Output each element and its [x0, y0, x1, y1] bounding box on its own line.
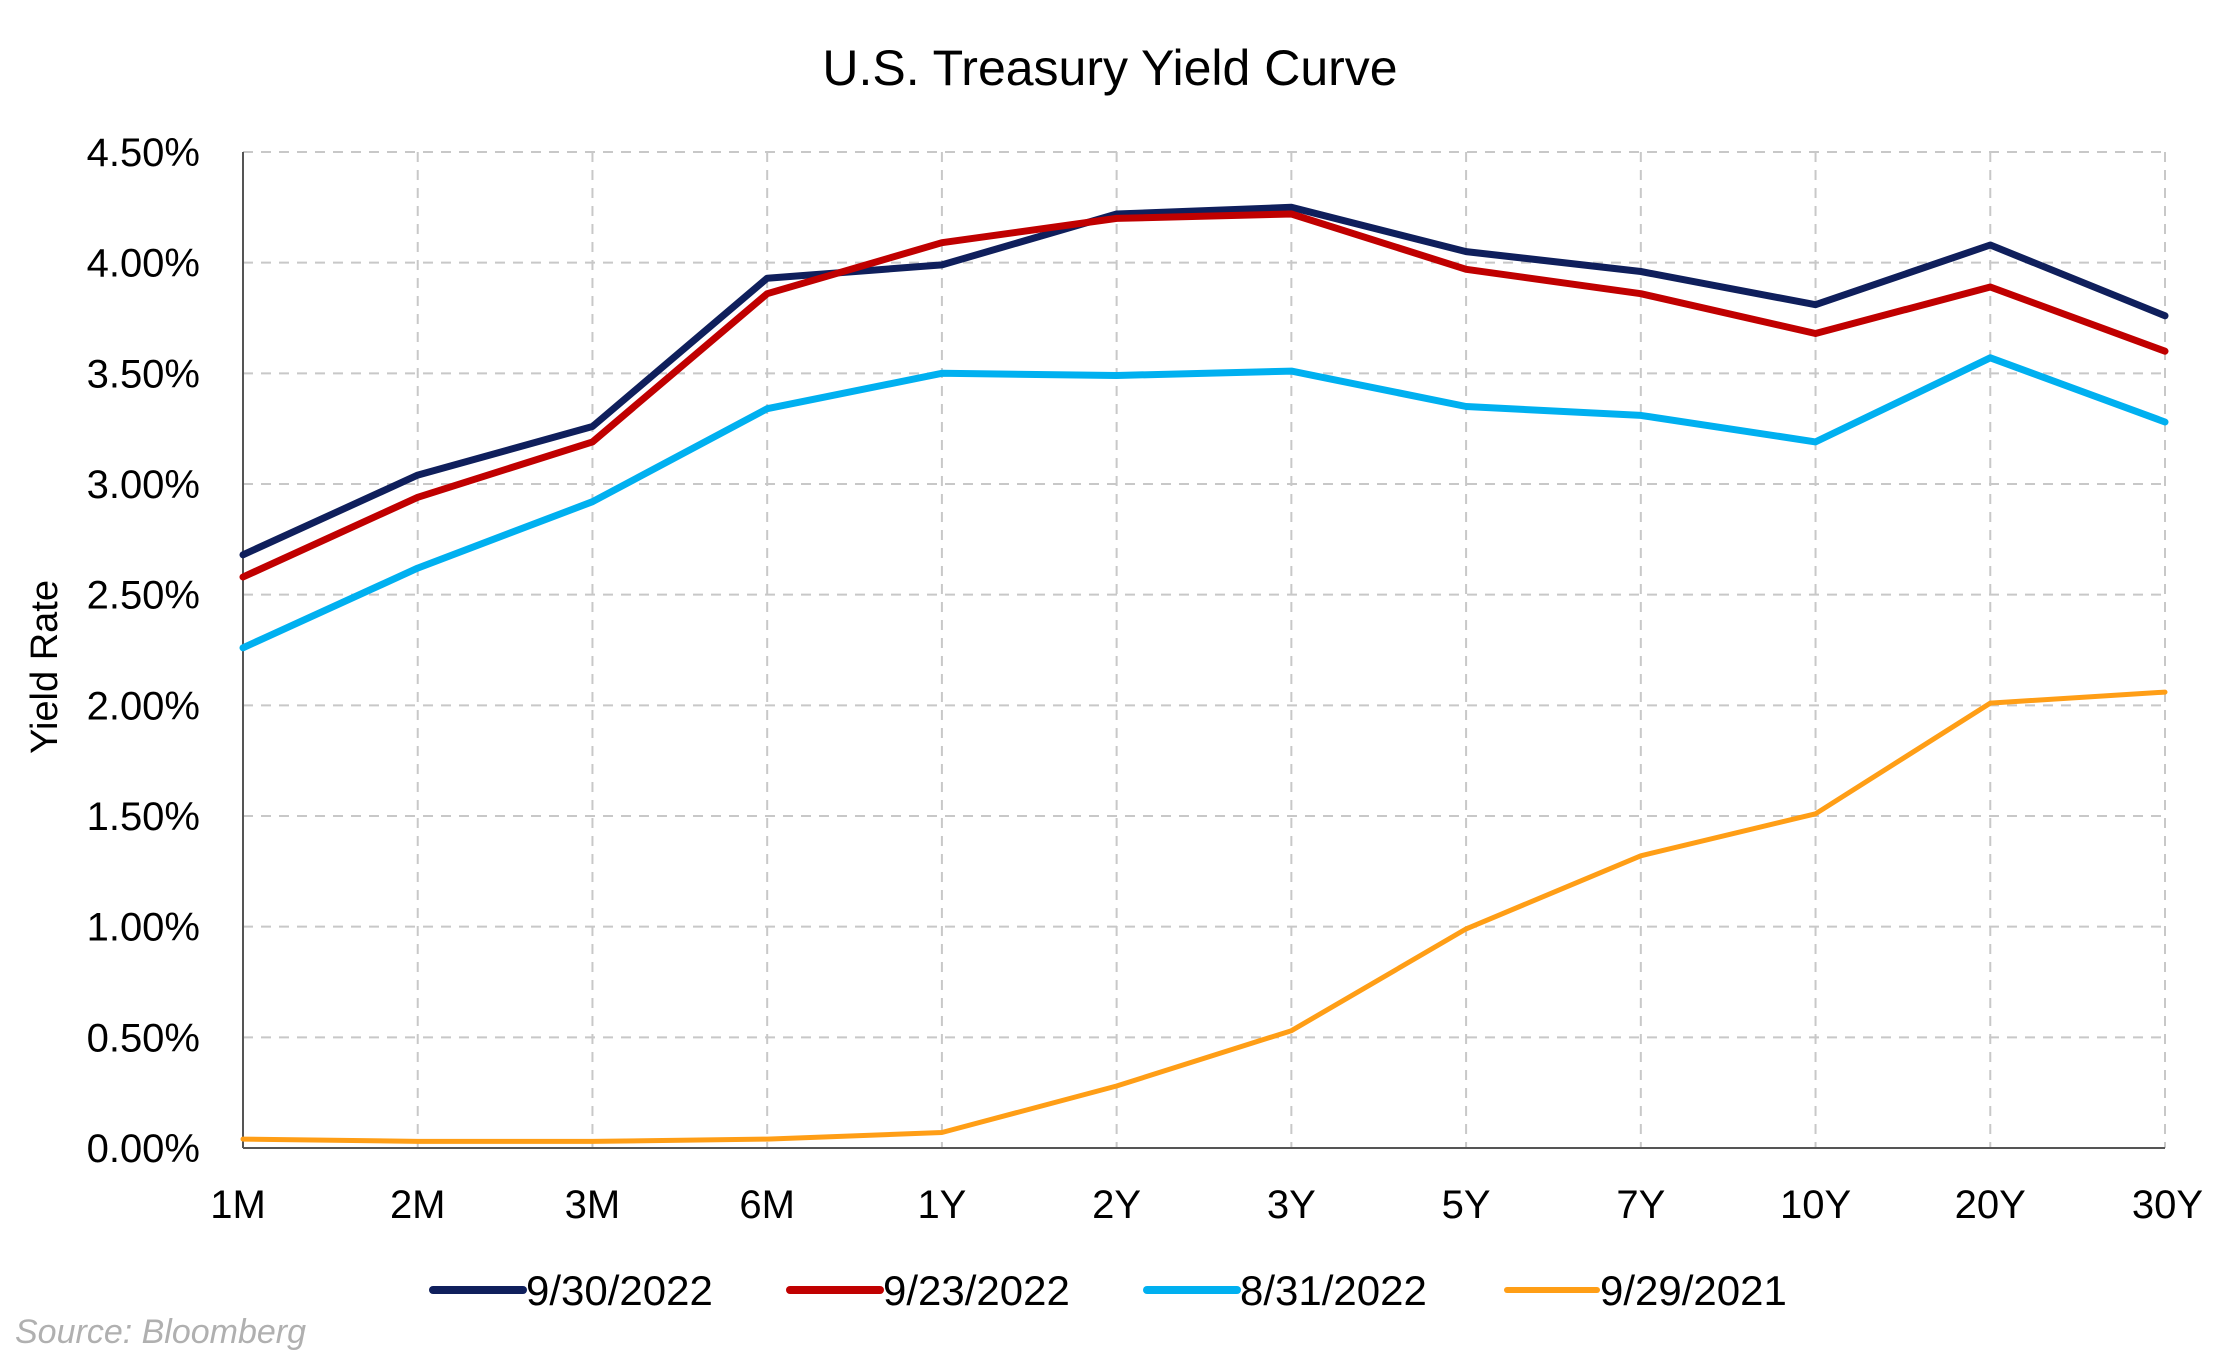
- y-tick-labels: 0.00% 0.50% 1.00% 1.50% 2.00% 2.50% 3.00% 3.50%…: [87, 131, 200, 1171]
- legend: 9/30/2022 9/23/2022 8/31/2022 9/29/2021: [429, 1267, 1787, 1314]
- series-line-1: [239, 203, 2169, 559]
- y-tick-label: 2.50%: [87, 574, 200, 618]
- y-tick-label: 0.00%: [87, 1127, 200, 1171]
- legend-label: 9/29/2021: [1600, 1267, 1787, 1314]
- x-tick-label: 20Y: [1955, 1183, 2026, 1227]
- x-tick-label: 7Y: [1616, 1183, 1665, 1227]
- y-tick-label: 0.50%: [87, 1016, 200, 1060]
- legend-label: 9/30/2022: [526, 1267, 713, 1314]
- x-tick-label: 2M: [390, 1183, 446, 1227]
- x-tick-label: 10Y: [1780, 1183, 1851, 1227]
- series-line-2: [239, 210, 2169, 581]
- series-line-3: [239, 354, 2169, 652]
- x-tick-label: 2Y: [1092, 1183, 1141, 1227]
- y-tick-label: 1.00%: [87, 906, 200, 950]
- x-tick-label: 6M: [739, 1183, 795, 1227]
- x-tick-label: 5Y: [1442, 1183, 1491, 1227]
- chart-title: U.S. Treasury Yield Curve: [822, 40, 1397, 96]
- y-tick-label: 4.50%: [87, 131, 200, 175]
- x-tick-label: 1M: [210, 1183, 266, 1227]
- y-tick-label: 4.00%: [87, 242, 200, 286]
- x-tick-labels: 1M 2M 3M 6M 1Y 2Y 3Y 5Y 7Y 10Y 20Y 30Y: [210, 1183, 2203, 1227]
- source-note: Source: Bloomberg: [15, 1313, 306, 1350]
- y-tick-label: 2.00%: [87, 684, 200, 728]
- x-tick-label: 1Y: [917, 1183, 966, 1227]
- legend-label: 9/23/2022: [883, 1267, 1070, 1314]
- x-tick-label: 30Y: [2132, 1183, 2203, 1227]
- y-tick-label: 3.00%: [87, 463, 200, 507]
- grid-lines: [243, 151, 2166, 1148]
- series-line-4: [240, 689, 2168, 1144]
- x-tick-label: 3Y: [1267, 1183, 1316, 1227]
- series-lines: [239, 203, 2169, 1144]
- y-axis-label: Yield Rate: [24, 580, 66, 754]
- y-tick-label: 1.50%: [87, 795, 200, 839]
- axes: [242, 152, 2165, 1149]
- x-tick-label: 3M: [565, 1183, 621, 1227]
- legend-label: 8/31/2022: [1240, 1267, 1427, 1314]
- y-tick-label: 3.50%: [87, 352, 200, 396]
